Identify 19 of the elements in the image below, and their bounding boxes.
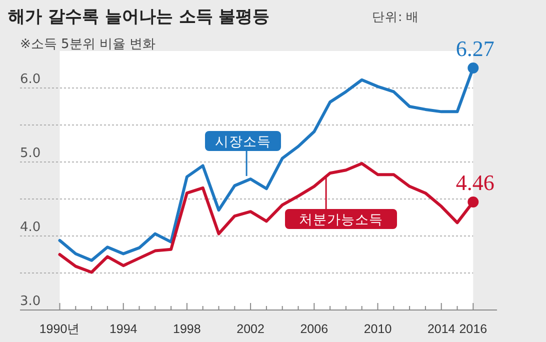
x-tick-label: 2016 (459, 322, 488, 336)
series-label: 시장소득 (215, 134, 271, 150)
x-tick-label: 1994 (109, 322, 138, 336)
x-tick-label: 1990년 (39, 322, 80, 336)
y-tick-label: 4.0 (20, 220, 41, 235)
x-tick-label: 2010 (364, 322, 392, 336)
chart-title: 해가 갈수록 늘어나는 소득 불평등 (8, 7, 270, 27)
x-tick-label: 2014 (427, 322, 456, 336)
y-tick-label: 6.0 (20, 72, 41, 87)
y-tick-label: 5.0 (20, 146, 41, 161)
annotation: ※소득 5분위 비율 변화 (20, 37, 156, 52)
series-label: 처분가능소득 (299, 212, 383, 228)
x-tick-label: 2002 (236, 322, 264, 336)
chart-subtitle: 단위: 배 (372, 9, 420, 24)
y-tick-label: 3.0 (20, 294, 41, 309)
data-label: 6.27 (456, 36, 494, 62)
data-label: 4.46 (456, 170, 494, 195)
x-tick-label: 2006 (300, 322, 328, 336)
x-tick-label: 1998 (173, 322, 201, 336)
